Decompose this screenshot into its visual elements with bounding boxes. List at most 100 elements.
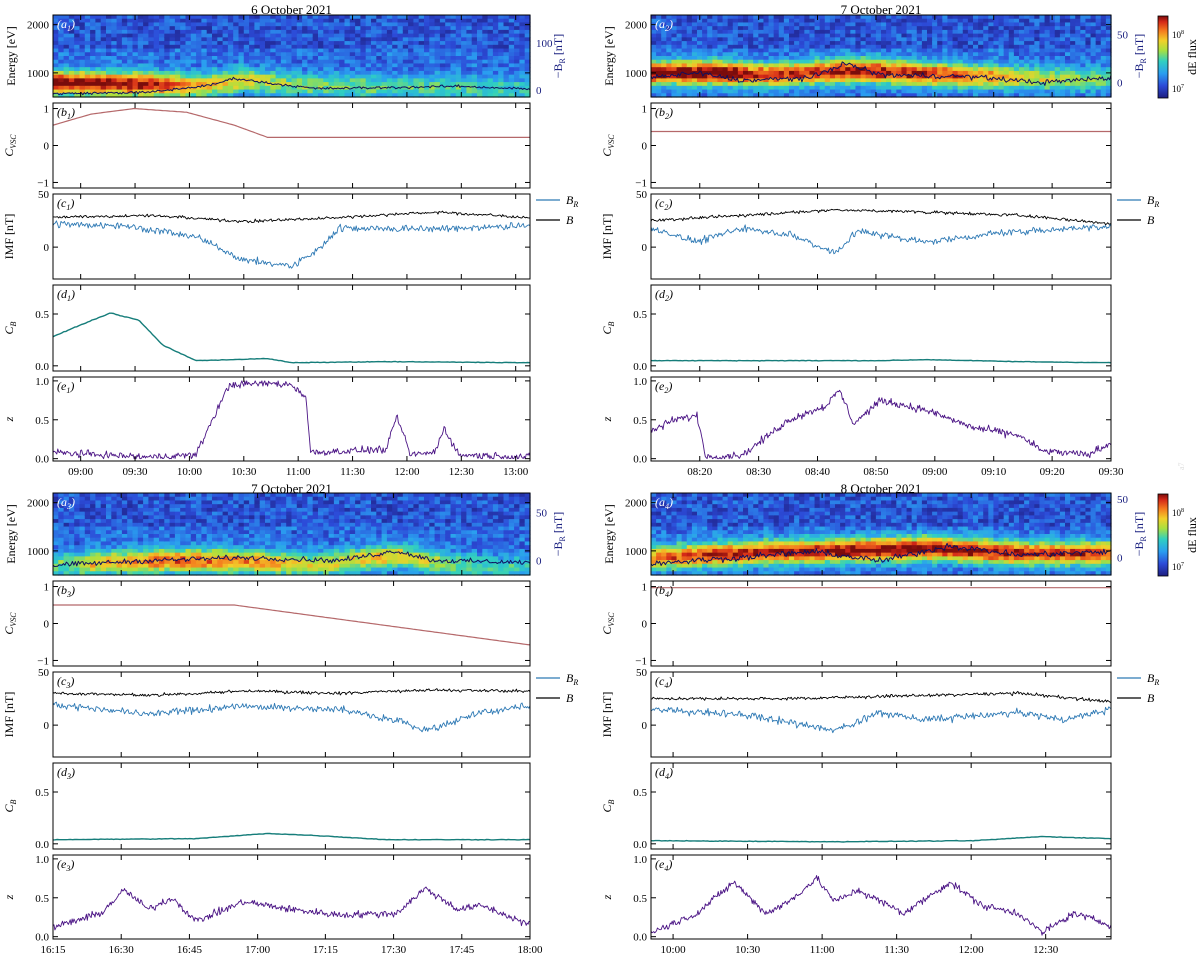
spectrogram-cell — [100, 74, 107, 79]
spectrogram-cell — [799, 41, 805, 46]
spectrogram-cell — [413, 70, 420, 76]
spectrogram-cell — [503, 29, 510, 35]
spectrogram-cell — [737, 37, 744, 42]
spectrogram-cell — [424, 82, 430, 87]
spectrogram-cell — [164, 22, 171, 27]
spectrogram-cell — [190, 33, 197, 38]
spectrogram-cell — [111, 74, 118, 79]
spectrogram-cell — [434, 22, 441, 27]
spectrogram-cell — [911, 52, 918, 57]
spectrogram-cell — [921, 37, 928, 42]
spectrogram-cell — [307, 67, 314, 72]
spectrogram-cell — [927, 26, 933, 31]
xtick-label: 13:00 — [503, 466, 529, 478]
spectrogram-cell — [743, 59, 749, 65]
spectrogram-cell — [778, 48, 785, 53]
spectrogram-cell — [212, 541, 218, 546]
spectrogram-cell — [90, 526, 96, 531]
spectrogram-cell — [676, 48, 683, 53]
spectrogram-cell — [439, 56, 446, 61]
spectrogram-cell — [819, 48, 826, 53]
z-line — [52, 380, 531, 460]
spectrogram-cell — [286, 22, 293, 27]
spectrogram-cell — [90, 545, 96, 550]
spectrogram-cell — [153, 63, 160, 68]
spectrogram-cell — [881, 48, 887, 53]
spectrogram-cell — [132, 563, 139, 569]
spectrogram-cell — [84, 78, 91, 83]
spectrogram-cell — [697, 26, 703, 31]
spectrogram-cell — [732, 59, 739, 65]
spectrogram-cell — [79, 507, 86, 513]
spectrogram-cell — [84, 18, 91, 24]
spectrogram-cell — [697, 70, 703, 76]
spectrogram-cell — [661, 33, 667, 38]
spectrogram-cell — [1049, 85, 1056, 91]
spectrogram-cell — [137, 496, 144, 502]
spectrogram-cell — [932, 85, 938, 91]
spectrogram-cell — [498, 63, 505, 68]
spectrogram-cell — [835, 41, 841, 46]
spectrogram-cell — [835, 89, 841, 94]
spectrogram-cell — [445, 56, 452, 61]
spectrogram-cell — [296, 48, 303, 53]
spectrogram-cell — [988, 33, 995, 38]
spectrogram-cell — [333, 74, 340, 79]
spectrogram-cell — [717, 59, 724, 65]
cvsc-ytick-label: −1 — [635, 177, 647, 189]
spectrogram-cell — [127, 44, 134, 50]
spectrogram-cell — [891, 59, 897, 65]
panel-z: 0.00.51.0z(e1) — [2, 376, 531, 466]
spectrogram-cell — [174, 82, 181, 87]
spectrogram-cell — [106, 563, 112, 569]
spectrogram-cell — [804, 26, 811, 31]
spectrogram-cell — [1095, 33, 1102, 38]
spectrogram-cell — [691, 93, 698, 98]
spectrogram-cell — [349, 56, 356, 61]
spectrogram-cell — [717, 70, 724, 76]
spectrogram-cell — [392, 18, 399, 24]
spectrogram-cell — [789, 48, 795, 53]
spectrogram-cell — [666, 93, 673, 98]
spectrogram-cell — [159, 530, 165, 535]
spectrogram-cell — [789, 82, 795, 87]
spectrogram-cell — [68, 89, 75, 94]
spectrogram-cell — [174, 29, 181, 35]
spectrogram-cell — [1054, 33, 1061, 38]
spectrogram-cell — [1003, 78, 1010, 83]
panel-z: 0.00.51.0z(e2) — [600, 376, 1112, 466]
spectrogram-cell — [339, 93, 346, 98]
spectrogram-cell — [1105, 67, 1112, 72]
spectrogram-cell — [169, 63, 176, 68]
spectrogram-cell — [712, 67, 719, 72]
spectrogram-cell — [206, 515, 213, 520]
spectrogram-cell — [212, 89, 218, 94]
spectrogram-cell — [90, 504, 96, 509]
spectrogram-cell — [492, 52, 499, 57]
spectrogram-cell — [323, 93, 330, 98]
spectrogram-cell — [957, 85, 964, 91]
spectrogram-cell — [196, 507, 202, 513]
spectrogram-cell — [503, 89, 510, 94]
spectrogram-cell — [998, 29, 1005, 35]
spectrogram-cell — [455, 70, 462, 76]
spectrogram-cell — [164, 530, 171, 535]
spectrogram-cell — [998, 85, 1005, 91]
spectrogram-cell — [148, 26, 155, 31]
spectrogram-cell — [259, 63, 266, 68]
cvsc-axis-label: CVSC — [600, 134, 616, 157]
spectrogram-cell — [973, 70, 979, 76]
spectrogram-cell — [1085, 29, 1092, 35]
spectrogram-cell — [355, 37, 361, 42]
spectrogram-cell — [508, 37, 515, 42]
spectrogram-cell — [58, 567, 65, 572]
spectrogram-cell — [164, 552, 171, 557]
spectrogram-cell — [875, 89, 882, 94]
spectrogram-cell — [201, 530, 208, 535]
spectrogram-cell — [100, 563, 107, 569]
spectrogram-cell — [349, 44, 356, 50]
spectrogram-cell — [355, 33, 361, 38]
spectrogram-cell — [978, 44, 984, 50]
spectrogram-cell — [397, 29, 404, 35]
spectrogram-cell — [365, 22, 372, 27]
